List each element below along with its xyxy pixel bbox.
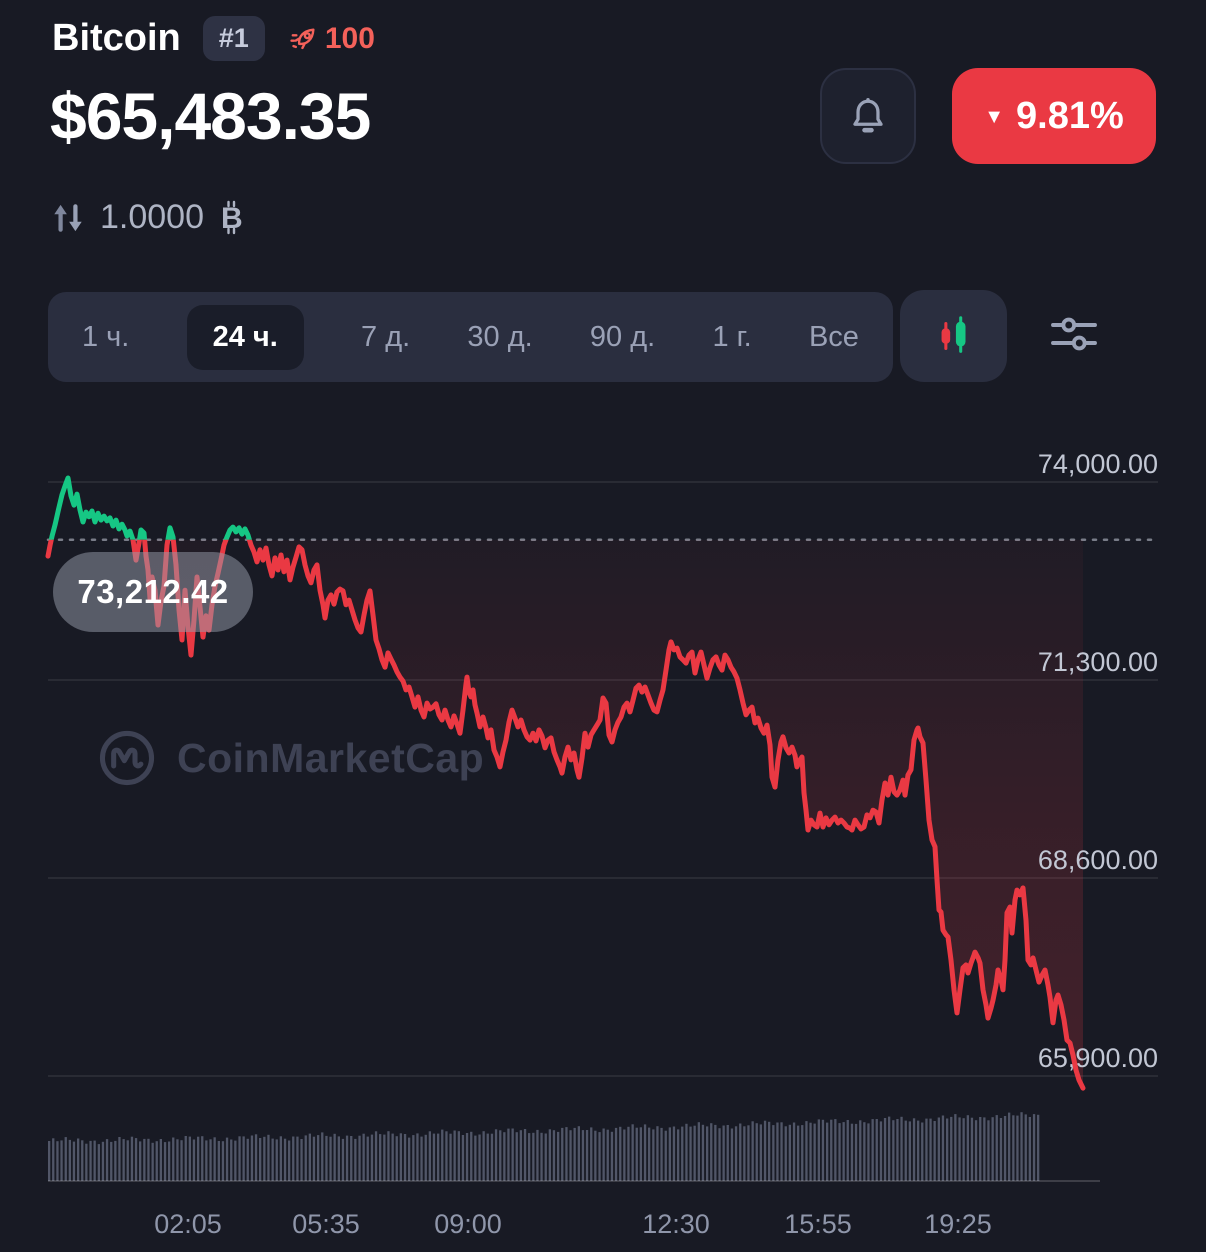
candlestick-icon xyxy=(941,316,965,353)
down-triangle-icon: ▼ xyxy=(984,106,1005,128)
tune-sliders-icon xyxy=(1051,317,1097,351)
rocket-icon xyxy=(290,27,315,49)
watermark: CoinMarketCap xyxy=(95,726,484,790)
x-axis-label: 09:00 xyxy=(434,1209,502,1239)
coin-price: $65,483.35 xyxy=(50,79,371,153)
y-axis-label: 74,000.00 xyxy=(1038,449,1158,479)
conversion-row: 1.0000 B xyxy=(50,198,244,237)
range-tab-1ч[interactable]: 1 ч. xyxy=(82,320,130,353)
swap-arrows-icon xyxy=(54,203,82,232)
coin-score: 100 xyxy=(287,22,375,56)
y-axis-label: 71,300.00 xyxy=(1038,647,1158,677)
loss-area-fill xyxy=(48,539,1083,1085)
coinmarketcap-logo-icon xyxy=(99,730,155,786)
alert-bell-button[interactable] xyxy=(820,68,916,164)
range-tabs: 1 ч. 24 ч. 7 д. 30 д. 90 д. 1 г. Все xyxy=(48,292,893,382)
range-tab-1г[interactable]: 1 г. xyxy=(712,320,752,353)
x-axis-label: 19:25 xyxy=(924,1209,992,1239)
watermark-text: CoinMarketCap xyxy=(177,734,485,781)
volume-bars xyxy=(48,1112,1040,1181)
coin-name: Bitcoin xyxy=(52,17,181,59)
x-axis-label: 12:30 xyxy=(642,1209,710,1239)
range-tab-24ч[interactable]: 24 ч. xyxy=(186,304,304,370)
range-tab-90д[interactable]: 90 д. xyxy=(589,320,656,353)
candlestick-toggle-button[interactable] xyxy=(900,290,1007,382)
baseline-price-label: 73,212.42 xyxy=(53,552,253,632)
range-tab-Все[interactable]: Все xyxy=(808,320,859,353)
svg-text:B: B xyxy=(221,202,243,235)
coin-header: Bitcoin #1 100 xyxy=(52,16,375,61)
chart-settings-button[interactable] xyxy=(1050,311,1098,357)
conversion-value: 1.0000 xyxy=(100,198,204,236)
btc-symbol-icon: B xyxy=(221,200,243,235)
price-change-badge[interactable]: ▼ 9.81% xyxy=(952,68,1156,164)
x-axis-label: 15:55 xyxy=(784,1209,852,1239)
x-axis-label: 05:35 xyxy=(292,1209,360,1239)
range-tab-30д[interactable]: 30 д. xyxy=(467,320,533,353)
score-value: 100 xyxy=(324,21,375,55)
x-axis-label: 02:05 xyxy=(154,1209,222,1239)
y-axis-label: 65,900.00 xyxy=(1038,1043,1158,1073)
range-tab-7д[interactable]: 7 д. xyxy=(361,320,411,353)
y-axis-label: 68,600.00 xyxy=(1038,845,1158,875)
price-change-value: 9.81% xyxy=(1016,94,1124,137)
bell-icon xyxy=(853,97,883,133)
rank-badge: #1 xyxy=(202,16,265,61)
